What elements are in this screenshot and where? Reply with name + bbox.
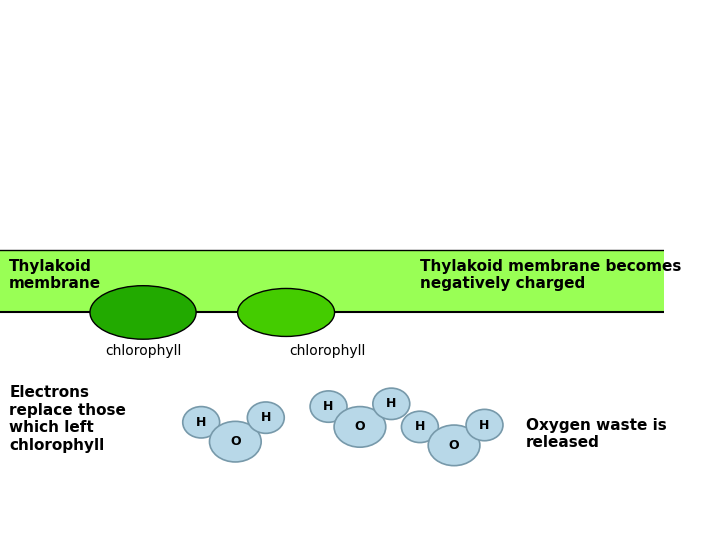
Ellipse shape xyxy=(310,391,347,422)
Text: Thylakoid
membrane: Thylakoid membrane xyxy=(9,259,102,291)
Ellipse shape xyxy=(466,409,503,441)
Text: O: O xyxy=(230,435,240,448)
FancyBboxPatch shape xyxy=(0,249,665,313)
Text: chlorophyll: chlorophyll xyxy=(289,344,366,358)
Ellipse shape xyxy=(334,407,386,447)
Ellipse shape xyxy=(402,411,438,443)
Text: chlorophyll: chlorophyll xyxy=(105,344,181,358)
Ellipse shape xyxy=(90,286,196,339)
Ellipse shape xyxy=(210,421,261,462)
Text: Oxygen waste is
released: Oxygen waste is released xyxy=(526,417,667,450)
Ellipse shape xyxy=(183,407,220,438)
Text: Thylakoid membrane becomes
negatively charged: Thylakoid membrane becomes negatively ch… xyxy=(420,259,681,291)
Text: H: H xyxy=(196,416,207,429)
Text: H: H xyxy=(323,400,334,413)
Ellipse shape xyxy=(373,388,410,420)
Text: O: O xyxy=(355,420,365,434)
Text: H: H xyxy=(415,420,425,434)
Text: H: H xyxy=(480,418,490,431)
Text: Electrons
replace those
which left
chlorophyll: Electrons replace those which left chlor… xyxy=(9,386,126,453)
Ellipse shape xyxy=(428,425,480,465)
Text: O: O xyxy=(449,439,459,452)
Ellipse shape xyxy=(248,402,284,434)
Text: H: H xyxy=(261,411,271,424)
Ellipse shape xyxy=(238,288,335,336)
Text: H: H xyxy=(386,397,397,410)
